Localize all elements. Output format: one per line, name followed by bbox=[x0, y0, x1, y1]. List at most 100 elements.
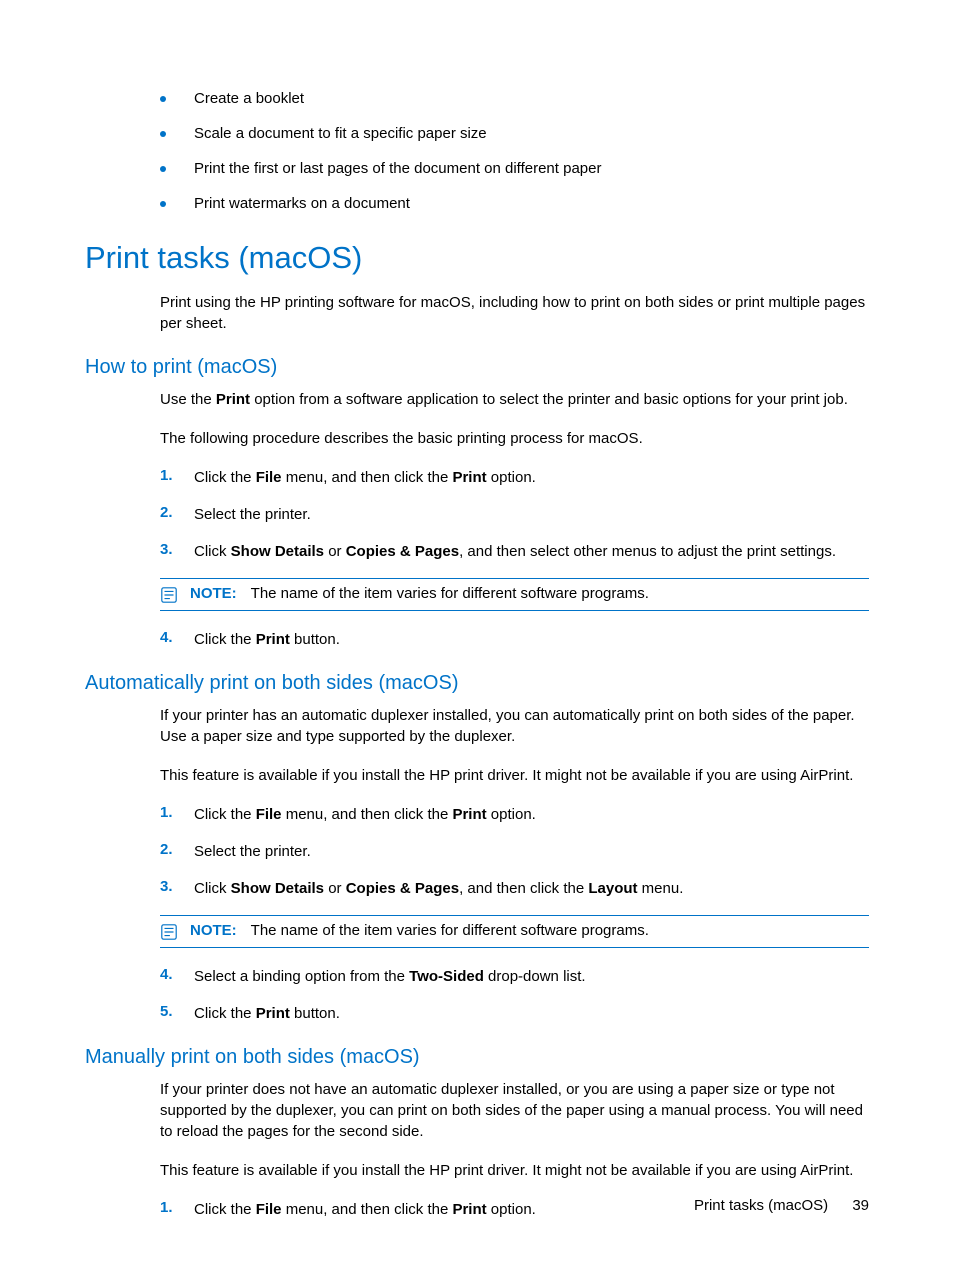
paragraph: If your printer does not have an automat… bbox=[160, 1079, 869, 1142]
step-text: Select a binding option from the Two-Sid… bbox=[194, 966, 869, 987]
text: Click the bbox=[194, 1005, 256, 1022]
text: menu. bbox=[638, 880, 684, 897]
note-label: NOTE: bbox=[190, 922, 237, 939]
bold-text: Print bbox=[452, 806, 486, 823]
paragraph: This feature is available if you install… bbox=[160, 765, 869, 786]
step-number: 3. bbox=[160, 541, 194, 558]
bold-text: Copies & Pages bbox=[346, 880, 459, 897]
text: menu, and then click the bbox=[282, 469, 453, 486]
note-icon bbox=[160, 923, 178, 941]
list-item: 2.Select the printer. bbox=[160, 504, 869, 525]
section-heading-auto-duplex: Automatically print on both sides (macOS… bbox=[85, 672, 869, 695]
text: drop-down list. bbox=[484, 968, 586, 985]
text: option from a software application to se… bbox=[250, 391, 848, 408]
paragraph: If your printer has an automatic duplexe… bbox=[160, 705, 869, 747]
text: , and then select other menus to adjust … bbox=[459, 543, 836, 560]
step-number: 1. bbox=[160, 467, 194, 484]
paragraph: Use the Print option from a software app… bbox=[160, 389, 869, 410]
bullet-icon bbox=[160, 201, 166, 207]
text: or bbox=[324, 543, 346, 560]
list-item: 3.Click Show Details or Copies & Pages, … bbox=[160, 541, 869, 562]
list-item: 1.Click the File menu, and then click th… bbox=[160, 467, 869, 488]
bullet-icon bbox=[160, 166, 166, 172]
text: option. bbox=[487, 469, 536, 486]
bold-text: Two-Sided bbox=[409, 968, 484, 985]
step-text: Click the File menu, and then click the … bbox=[194, 467, 869, 488]
text: Click the bbox=[194, 469, 256, 486]
bold-text: Print bbox=[256, 1005, 290, 1022]
bold-text: Print bbox=[452, 469, 486, 486]
bold-text: Layout bbox=[588, 880, 637, 897]
text: Click the bbox=[194, 631, 256, 648]
list-item: 4.Click the Print button. bbox=[160, 629, 869, 650]
text: Click the bbox=[194, 806, 256, 823]
list-item: 3.Click Show Details or Copies & Pages, … bbox=[160, 878, 869, 899]
text: Select a binding option from the bbox=[194, 968, 409, 985]
text: menu, and then click the bbox=[282, 806, 453, 823]
ordered-list: 1.Click the File menu, and then click th… bbox=[160, 804, 869, 899]
bold-text: Show Details bbox=[231, 880, 324, 897]
bold-text: Show Details bbox=[231, 543, 324, 560]
step-text: Click the Print button. bbox=[194, 629, 869, 650]
text: option. bbox=[487, 1201, 536, 1218]
bold-text: File bbox=[256, 1201, 282, 1218]
note-callout: NOTE: The name of the item varies for di… bbox=[160, 915, 869, 948]
text: option. bbox=[487, 806, 536, 823]
step-number: 5. bbox=[160, 1003, 194, 1020]
text: Click the bbox=[194, 1201, 256, 1218]
text: Click bbox=[194, 880, 231, 897]
note-icon bbox=[160, 586, 178, 604]
page-footer: Print tasks (macOS) 39 bbox=[694, 1197, 869, 1214]
text: Click bbox=[194, 543, 231, 560]
list-item: Create a booklet bbox=[160, 90, 869, 107]
ordered-list: 1.Click the File menu, and then click th… bbox=[160, 467, 869, 562]
step-number: 4. bbox=[160, 629, 194, 646]
step-text: Click Show Details or Copies & Pages, an… bbox=[194, 541, 869, 562]
ordered-list: 4.Select a binding option from the Two-S… bbox=[160, 966, 869, 1024]
step-number: 4. bbox=[160, 966, 194, 983]
step-number: 1. bbox=[160, 1199, 194, 1216]
step-text: Click the File menu, and then click the … bbox=[194, 804, 869, 825]
step-number: 3. bbox=[160, 878, 194, 895]
text: Use the bbox=[160, 391, 216, 408]
step-number: 2. bbox=[160, 504, 194, 521]
list-item: 1.Click the File menu, and then click th… bbox=[160, 804, 869, 825]
step-text: Click Show Details or Copies & Pages, an… bbox=[194, 878, 869, 899]
intro-paragraph: Print using the HP printing software for… bbox=[160, 292, 869, 334]
step-number: 1. bbox=[160, 804, 194, 821]
bullet-text: Print the first or last pages of the doc… bbox=[194, 160, 601, 177]
step-text: Select the printer. bbox=[194, 504, 869, 525]
note-text: The name of the item varies for differen… bbox=[251, 585, 649, 602]
text: menu, and then click the bbox=[282, 1201, 453, 1218]
note-label: NOTE: bbox=[190, 585, 237, 602]
text: or bbox=[324, 880, 346, 897]
list-item: 2.Select the printer. bbox=[160, 841, 869, 862]
paragraph: This feature is available if you install… bbox=[160, 1160, 869, 1181]
bold-text: Print bbox=[452, 1201, 486, 1218]
bullet-icon bbox=[160, 96, 166, 102]
top-bullet-list: Create a booklet Scale a document to fit… bbox=[160, 90, 869, 212]
list-item: Print watermarks on a document bbox=[160, 195, 869, 212]
page-title: Print tasks (macOS) bbox=[85, 240, 869, 276]
page-number: 39 bbox=[852, 1197, 869, 1214]
list-item: 4.Select a binding option from the Two-S… bbox=[160, 966, 869, 987]
bullet-text: Scale a document to fit a specific paper… bbox=[194, 125, 487, 142]
note-callout: NOTE: The name of the item varies for di… bbox=[160, 578, 869, 611]
bold-text: Copies & Pages bbox=[346, 543, 459, 560]
bold-text: Print bbox=[256, 631, 290, 648]
note-text: The name of the item varies for differen… bbox=[251, 922, 649, 939]
text: , and then click the bbox=[459, 880, 588, 897]
text: button. bbox=[290, 631, 340, 648]
bullet-text: Create a booklet bbox=[194, 90, 304, 107]
bold-text: File bbox=[256, 469, 282, 486]
step-text: Select the printer. bbox=[194, 841, 869, 862]
list-item: Scale a document to fit a specific paper… bbox=[160, 125, 869, 142]
paragraph: The following procedure describes the ba… bbox=[160, 428, 869, 449]
bold-text: Print bbox=[216, 391, 250, 408]
text: button. bbox=[290, 1005, 340, 1022]
section-heading-manual-duplex: Manually print on both sides (macOS) bbox=[85, 1046, 869, 1069]
step-number: 2. bbox=[160, 841, 194, 858]
ordered-list: 4.Click the Print button. bbox=[160, 629, 869, 650]
list-item: Print the first or last pages of the doc… bbox=[160, 160, 869, 177]
step-text: Click the Print button. bbox=[194, 1003, 869, 1024]
